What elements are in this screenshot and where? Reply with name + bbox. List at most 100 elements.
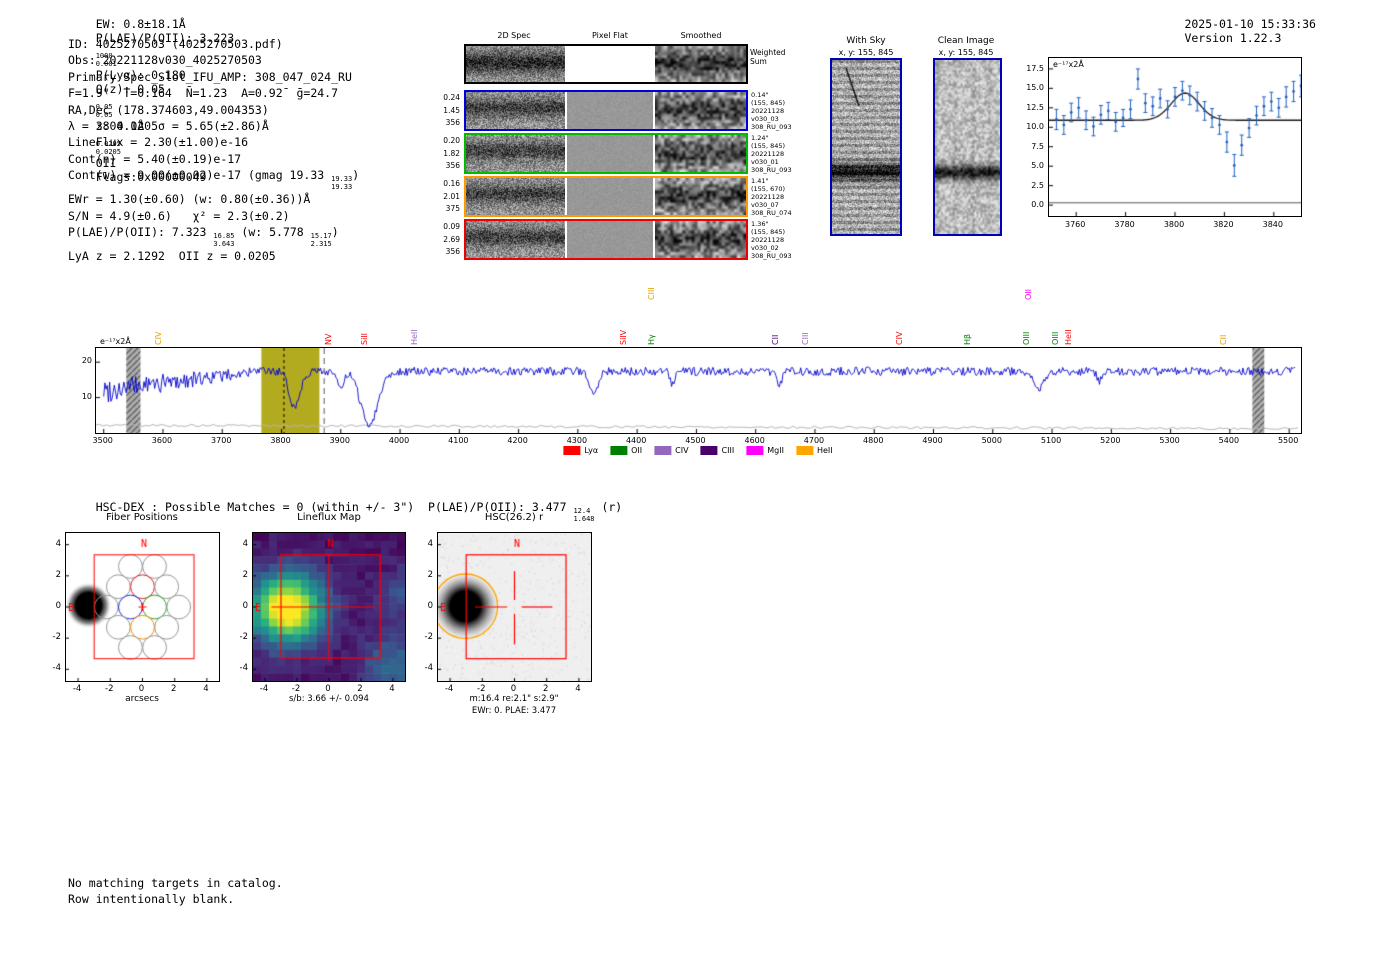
- timestamp: 2025-01-10 15:33:36: [1184, 17, 1316, 31]
- cutout-right-labels: 0.14" (155, 845) 20221128 v030_03 308_RU_093: [751, 91, 792, 131]
- plae-poii-range: 1000 0.001: [95, 52, 117, 68]
- z-range: 0.0205 0.0205: [95, 140, 121, 156]
- cutout-left-label: 1.82: [443, 148, 460, 158]
- legend-label: Lyα: [584, 446, 599, 455]
- z-lo: 0.0205: [95, 147, 121, 156]
- info-seeing: F=1.9" T=0.164 N̄=1.23 A=0.92̄ ḡ=24.7: [68, 86, 339, 101]
- cutout-left-labels: 0.16 2.01 375: [430, 178, 460, 216]
- fiber-y-tick-label: 4: [55, 538, 61, 549]
- info-wavelength: λ = 3804.1Å σ = 5.65(±2.86)Å: [68, 119, 269, 134]
- cutout-right-label: (155, 845): [751, 228, 786, 236]
- legend-swatch: [563, 446, 581, 455]
- spec-x-tick-label: 3800: [270, 436, 291, 445]
- ew-value: EW: 0.8±18.1Å: [95, 17, 186, 31]
- emission-line-label: CIII: [646, 287, 656, 300]
- lineflux-y-tick-label: 4: [242, 538, 248, 549]
- cutout-right-label: 20221128: [751, 193, 785, 201]
- cutout-right-label: v030_02: [751, 244, 779, 252]
- lineflux-y-tick-label: 0: [242, 601, 248, 611]
- spec-x-tick-label: 4000: [388, 436, 410, 445]
- cutout-left-label: 0.24: [443, 93, 460, 102]
- col-title-2d-spec: 2D Spec: [497, 31, 531, 40]
- fiber-x-tick-label: -4: [72, 684, 82, 694]
- cutout-right-label: 20221128: [751, 236, 785, 244]
- hsc-cutout-canvas: [438, 533, 591, 681]
- emission-line-label: HeII: [409, 329, 419, 345]
- spec-x-tick-label: 5100: [1040, 436, 1062, 445]
- z-value: z: 0.0205: [95, 119, 159, 133]
- cont-w-close: ): [352, 168, 360, 183]
- cont-w-text: Cont(w) = 9.00(±0.02)e-17 (gmag 19.33: [68, 168, 332, 183]
- lineflux-map-frame: [252, 532, 406, 682]
- emission-line-label: CIII: [800, 332, 810, 345]
- header: EW: 0.8±18.1Å P(LAE)/P(OII): 3.223 1000 0…: [68, 3, 237, 198]
- qz-hi: 0.05: [95, 103, 113, 111]
- info-cont-n: Cont(n) = 5.40(±0.19)e-17: [68, 151, 242, 166]
- lineflux-x-tick-label: 4: [389, 684, 395, 694]
- hsc-dex-text: HSC-DEX : Possible Matches = 0 (within +…: [95, 500, 574, 514]
- lineflux-y-tick-label: 2: [242, 569, 248, 580]
- info-radec: RA,Dec (178.374603,49.004353): [68, 102, 269, 117]
- fiber-y-tick-label: 2: [55, 569, 61, 580]
- fiber-x-tick-label: 2: [170, 684, 177, 694]
- plae-range-1: 16.85 3.643: [213, 233, 234, 248]
- legend-swatch: [654, 446, 672, 455]
- info-redshifts: LyA z = 2.1292 OII z = 0.0205: [68, 249, 276, 264]
- spectrum-plot-frame: [95, 347, 1302, 434]
- hsc-y-tick-label: 0: [427, 601, 433, 611]
- emission-line-label: CIV: [895, 331, 905, 345]
- fiber-x-tick-label: -2: [105, 684, 114, 694]
- clean-image-title: Clean Image: [937, 36, 995, 46]
- cutout-right-label: (155, 845): [751, 142, 786, 150]
- col-title-smoothed: Smoothed: [680, 31, 722, 40]
- cutout-left-label: 0.16: [443, 179, 460, 188]
- info-ewr: EWr = 1.30(±0.60) (w: 0.80(±0.36))Å: [68, 192, 311, 207]
- qz-range: 0.05 0.05: [95, 103, 113, 119]
- spec-y-tick-label: 20: [81, 356, 92, 366]
- cutout-smoothed-image: [655, 221, 746, 258]
- cutout-left-label: 0.20: [443, 136, 460, 145]
- lineflux-xlabel: s/b: 3.66 +/- 0.094: [289, 694, 369, 704]
- cutout-left-label: 1.45: [443, 105, 460, 115]
- cutout-right-label: 308_RU_093: [751, 252, 792, 260]
- lineflux-y-tick-label: -4: [239, 663, 248, 674]
- cutout-smoothed-image: [655, 92, 746, 129]
- cutout-smoothed-image: [655, 135, 746, 172]
- spec-x-tick-label: 4700: [803, 436, 825, 445]
- fit-y-tick-label: 15.0: [1026, 83, 1044, 93]
- spec-x-tick-label: 4500: [685, 436, 706, 445]
- with-sky-image-frame: [830, 58, 902, 236]
- cutout-right-label: 308_RU_093: [751, 123, 792, 131]
- plae-hi: 1000: [95, 52, 113, 60]
- with-sky-image: [832, 60, 900, 234]
- cutout-right-label: 308_RU_093: [751, 166, 792, 174]
- emission-line-label: CII: [770, 334, 780, 345]
- line-fit-plot-canvas: [1049, 58, 1301, 216]
- cutout-2d-spec-image: [466, 135, 565, 172]
- cutout-right-label: 0.14": [751, 91, 769, 99]
- plae-poii-value: P(LAE)/P(OII): 3.223: [95, 31, 235, 45]
- spec-x-tick-label: 3700: [211, 436, 232, 445]
- cutout-right-labels: 1.41" (155, 670) 20221128 v030_07 308_RU_074: [751, 177, 792, 217]
- cutout-right-label: 20221128: [751, 107, 785, 115]
- hsc-x-tick-label: 4: [575, 684, 581, 694]
- fiber-positions-frame: [65, 532, 220, 682]
- fit-x-tick-label: 3780: [1114, 220, 1135, 229]
- legend-item: CIV: [654, 446, 689, 455]
- weighted-label-line2: Sum: [750, 57, 767, 66]
- info-id: ID: 4025270503 (4025270503.pdf): [68, 37, 283, 51]
- emission-line-label: HeII: [1064, 329, 1074, 345]
- info-obs: Obs: 20221128v030_4025270503: [68, 53, 262, 68]
- plae-text: P(LAE)/P(OII): 7.323: [68, 225, 214, 240]
- fit-x-tick-label: 3800: [1163, 220, 1185, 229]
- emission-line-label: SiIV: [618, 329, 628, 345]
- cutout-2d-spec-image: [466, 178, 565, 215]
- legend-swatch: [700, 446, 718, 455]
- qz-lo: 0.05: [95, 110, 113, 119]
- legend-item: Lyα: [563, 446, 598, 455]
- spec-x-tick-label: 5300: [1159, 436, 1180, 445]
- spec-x-tick-label: 4600: [744, 436, 765, 445]
- spec-x-tick-label: 4300: [566, 436, 588, 445]
- cutout-row: [464, 133, 748, 174]
